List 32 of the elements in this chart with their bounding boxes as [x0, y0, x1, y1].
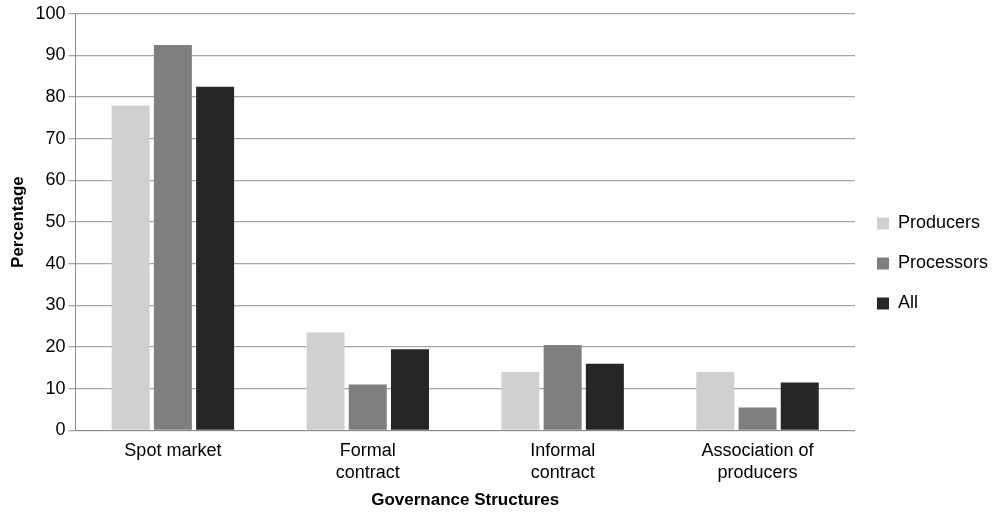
y-tick-label: 80 — [45, 86, 66, 107]
bar — [585, 363, 624, 430]
y-tick-label: 10 — [45, 377, 66, 398]
legend-label: Producers — [897, 212, 981, 233]
x-tick-label: Association of producers — [701, 440, 815, 482]
y-tick-label: 60 — [45, 169, 66, 190]
bar — [196, 86, 235, 430]
y-tick-label: 40 — [45, 252, 66, 273]
bar — [543, 345, 582, 430]
bar — [501, 372, 540, 430]
bar — [390, 349, 429, 430]
x-axis-title: Governance Structures — [371, 490, 560, 510]
y-tick-label: 30 — [45, 294, 66, 315]
x-tick-label: Informal contract — [530, 440, 596, 482]
x-tick-label: Spot market — [124, 440, 222, 461]
y-tick-label: 0 — [55, 419, 66, 440]
legend-label: Processors — [897, 252, 988, 273]
bar — [153, 45, 192, 430]
bar — [306, 332, 345, 430]
bar — [696, 372, 735, 430]
y-tick-label: 90 — [45, 44, 66, 65]
y-tick-label: 20 — [45, 336, 66, 357]
y-tick-label: 50 — [45, 211, 66, 232]
bar — [348, 384, 387, 430]
y-tick-label: 100 — [35, 2, 66, 23]
legend-label: All — [897, 292, 918, 313]
x-tick-label: Formal contract — [335, 440, 400, 482]
y-tick-label: 70 — [45, 127, 66, 148]
bar — [738, 407, 777, 430]
bar — [111, 105, 150, 430]
y-axis-title: Percentage — [7, 176, 27, 268]
bar — [780, 382, 819, 430]
